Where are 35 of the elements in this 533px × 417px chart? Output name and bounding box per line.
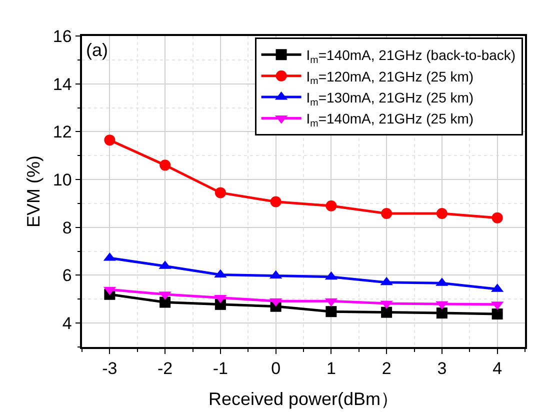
point	[160, 160, 171, 171]
point	[214, 187, 226, 198]
point	[492, 212, 503, 224]
point	[104, 134, 116, 146]
x-tick-label: 1	[326, 359, 336, 378]
point	[381, 306, 392, 318]
x-tick-label: -2	[157, 359, 173, 378]
legend-label: I$_{m}$=120mA, 21GHz (25 km)	[306, 68, 474, 88]
point	[436, 208, 448, 220]
legend-label: I$_{m}$=140mA, 21GHz (back-to-back)	[306, 47, 516, 66]
x-tick-label: -1	[212, 359, 228, 378]
point	[326, 200, 337, 212]
x-tick-label: 2	[382, 359, 392, 378]
point	[381, 208, 392, 220]
y-tick-label: 10	[52, 170, 72, 190]
point	[270, 196, 282, 208]
point	[436, 308, 448, 319]
point	[492, 308, 503, 320]
point	[326, 306, 337, 318]
y-tick-label: 6	[62, 266, 72, 286]
y-tick-label: 4	[62, 314, 72, 334]
annotation: (a)	[86, 40, 108, 60]
x-tick-label: 3	[437, 359, 447, 378]
x-tick-label: -3	[102, 359, 118, 378]
legend-label: I$_{m}$=140mA, 21GHz (25 km)	[306, 110, 474, 130]
y-tick-label: 8	[62, 218, 72, 238]
x-tick-label: 0	[271, 359, 281, 378]
x-axis-title: Received power(dBm）	[208, 388, 399, 409]
point	[160, 296, 171, 308]
y-axis-title: EVM (%)	[24, 156, 44, 228]
legend-label: I$_{m}$=130mA, 21GHz (25 km)	[306, 90, 474, 108]
y-tick-label: 14	[52, 74, 72, 94]
x-tick-label: 4	[492, 359, 502, 378]
y-tick-label: 16	[52, 26, 72, 46]
y-tick-label: 12	[52, 122, 72, 142]
